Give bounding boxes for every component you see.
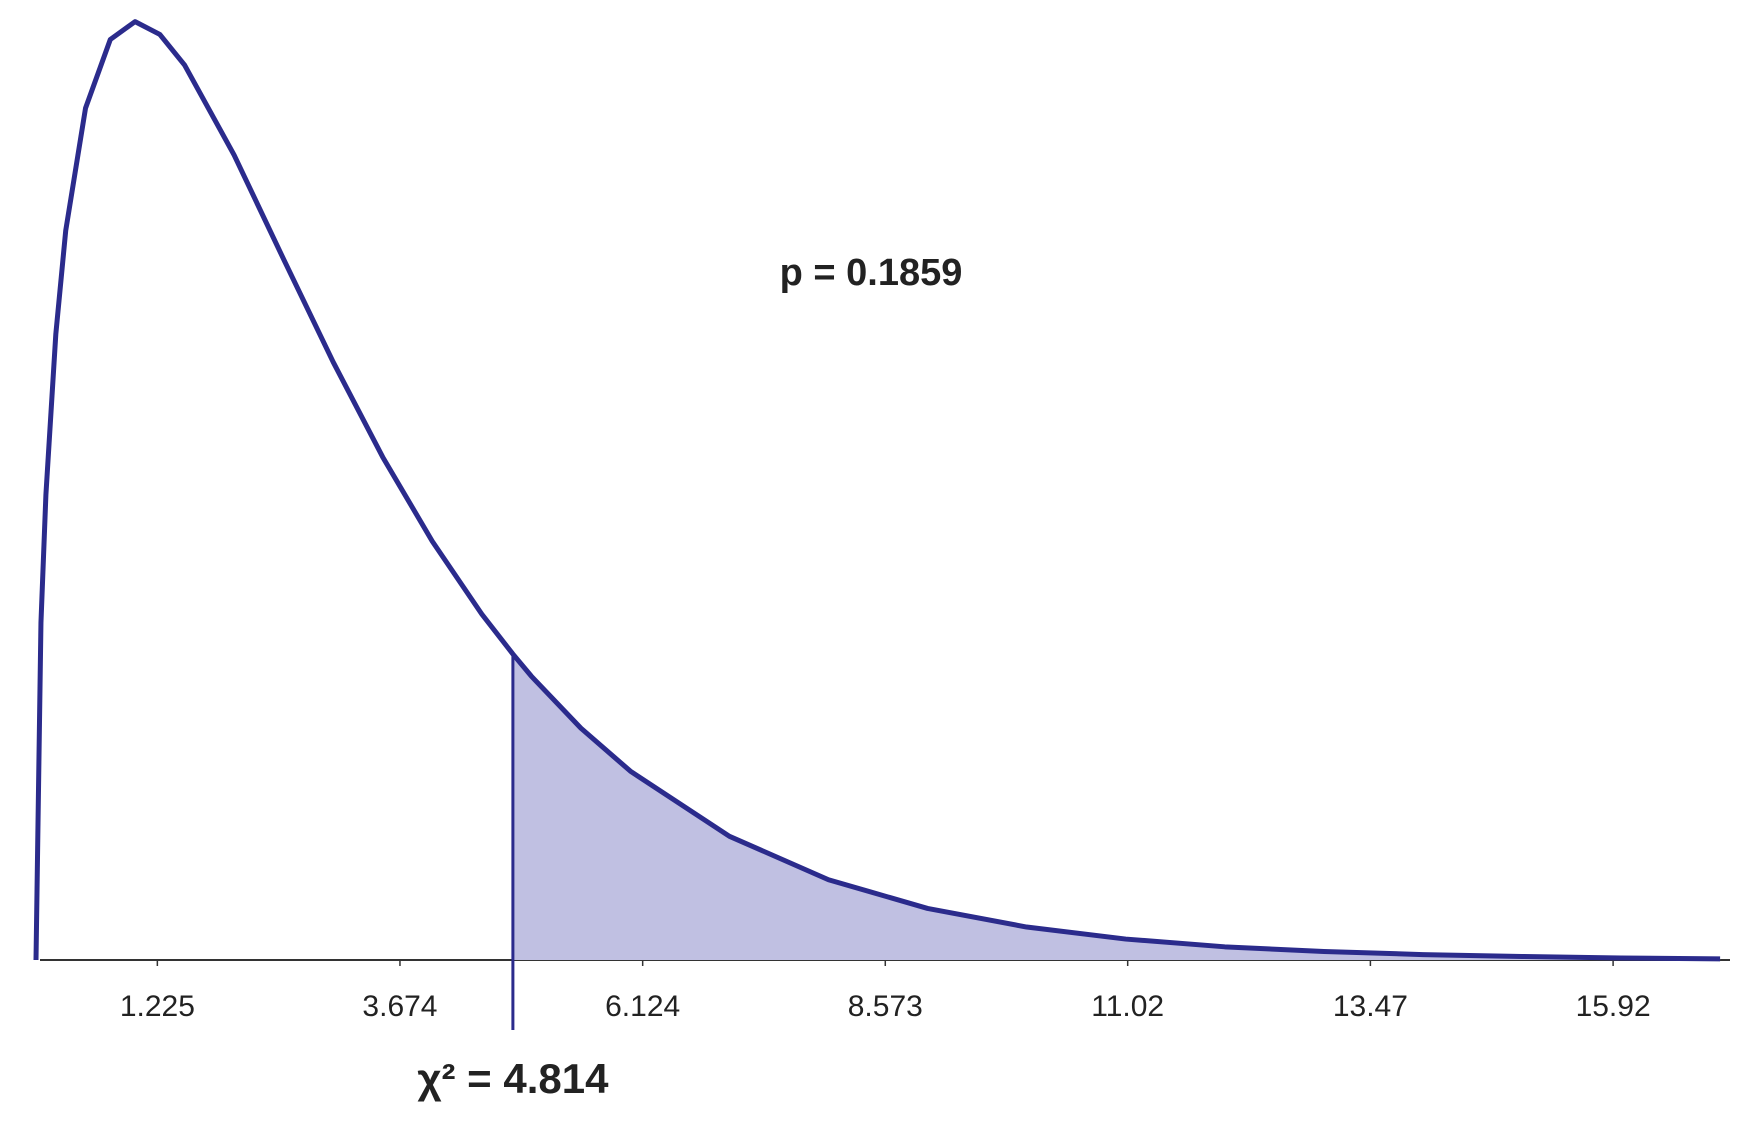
x-tick-label: 8.573 xyxy=(848,990,923,1023)
x-tick-label: 3.674 xyxy=(362,990,437,1023)
x-tick-label: 11.02 xyxy=(1091,990,1164,1023)
x-tick-label: 13.47 xyxy=(1333,990,1408,1023)
p-value-label: p = 0.1859 xyxy=(780,252,963,294)
critical-label: χ² = 4.814 xyxy=(417,1055,609,1102)
x-tick-label: 15.92 xyxy=(1576,990,1651,1023)
x-tick-label: 6.124 xyxy=(605,990,680,1023)
x-tick-label: 1.225 xyxy=(120,990,195,1023)
tail-area xyxy=(512,654,1721,960)
density-curve xyxy=(33,19,1721,962)
